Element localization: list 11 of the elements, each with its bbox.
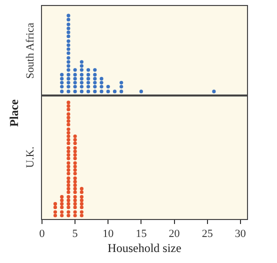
x-tick-label: 5 xyxy=(72,228,78,240)
x-axis-title: Household size xyxy=(108,241,182,256)
x-tick-label: 20 xyxy=(168,228,180,240)
text: Place xyxy=(6,98,21,127)
y-axis-title: South Africa xyxy=(24,22,37,79)
x-tick-label: 15 xyxy=(136,228,148,240)
y-axis-title: U.K. xyxy=(24,146,37,168)
x-tick-label: 0 xyxy=(39,228,46,240)
x-tick-label: 25 xyxy=(202,228,214,240)
x-tick-label: 10 xyxy=(102,228,114,240)
x-tick-label: 30 xyxy=(234,228,246,240)
